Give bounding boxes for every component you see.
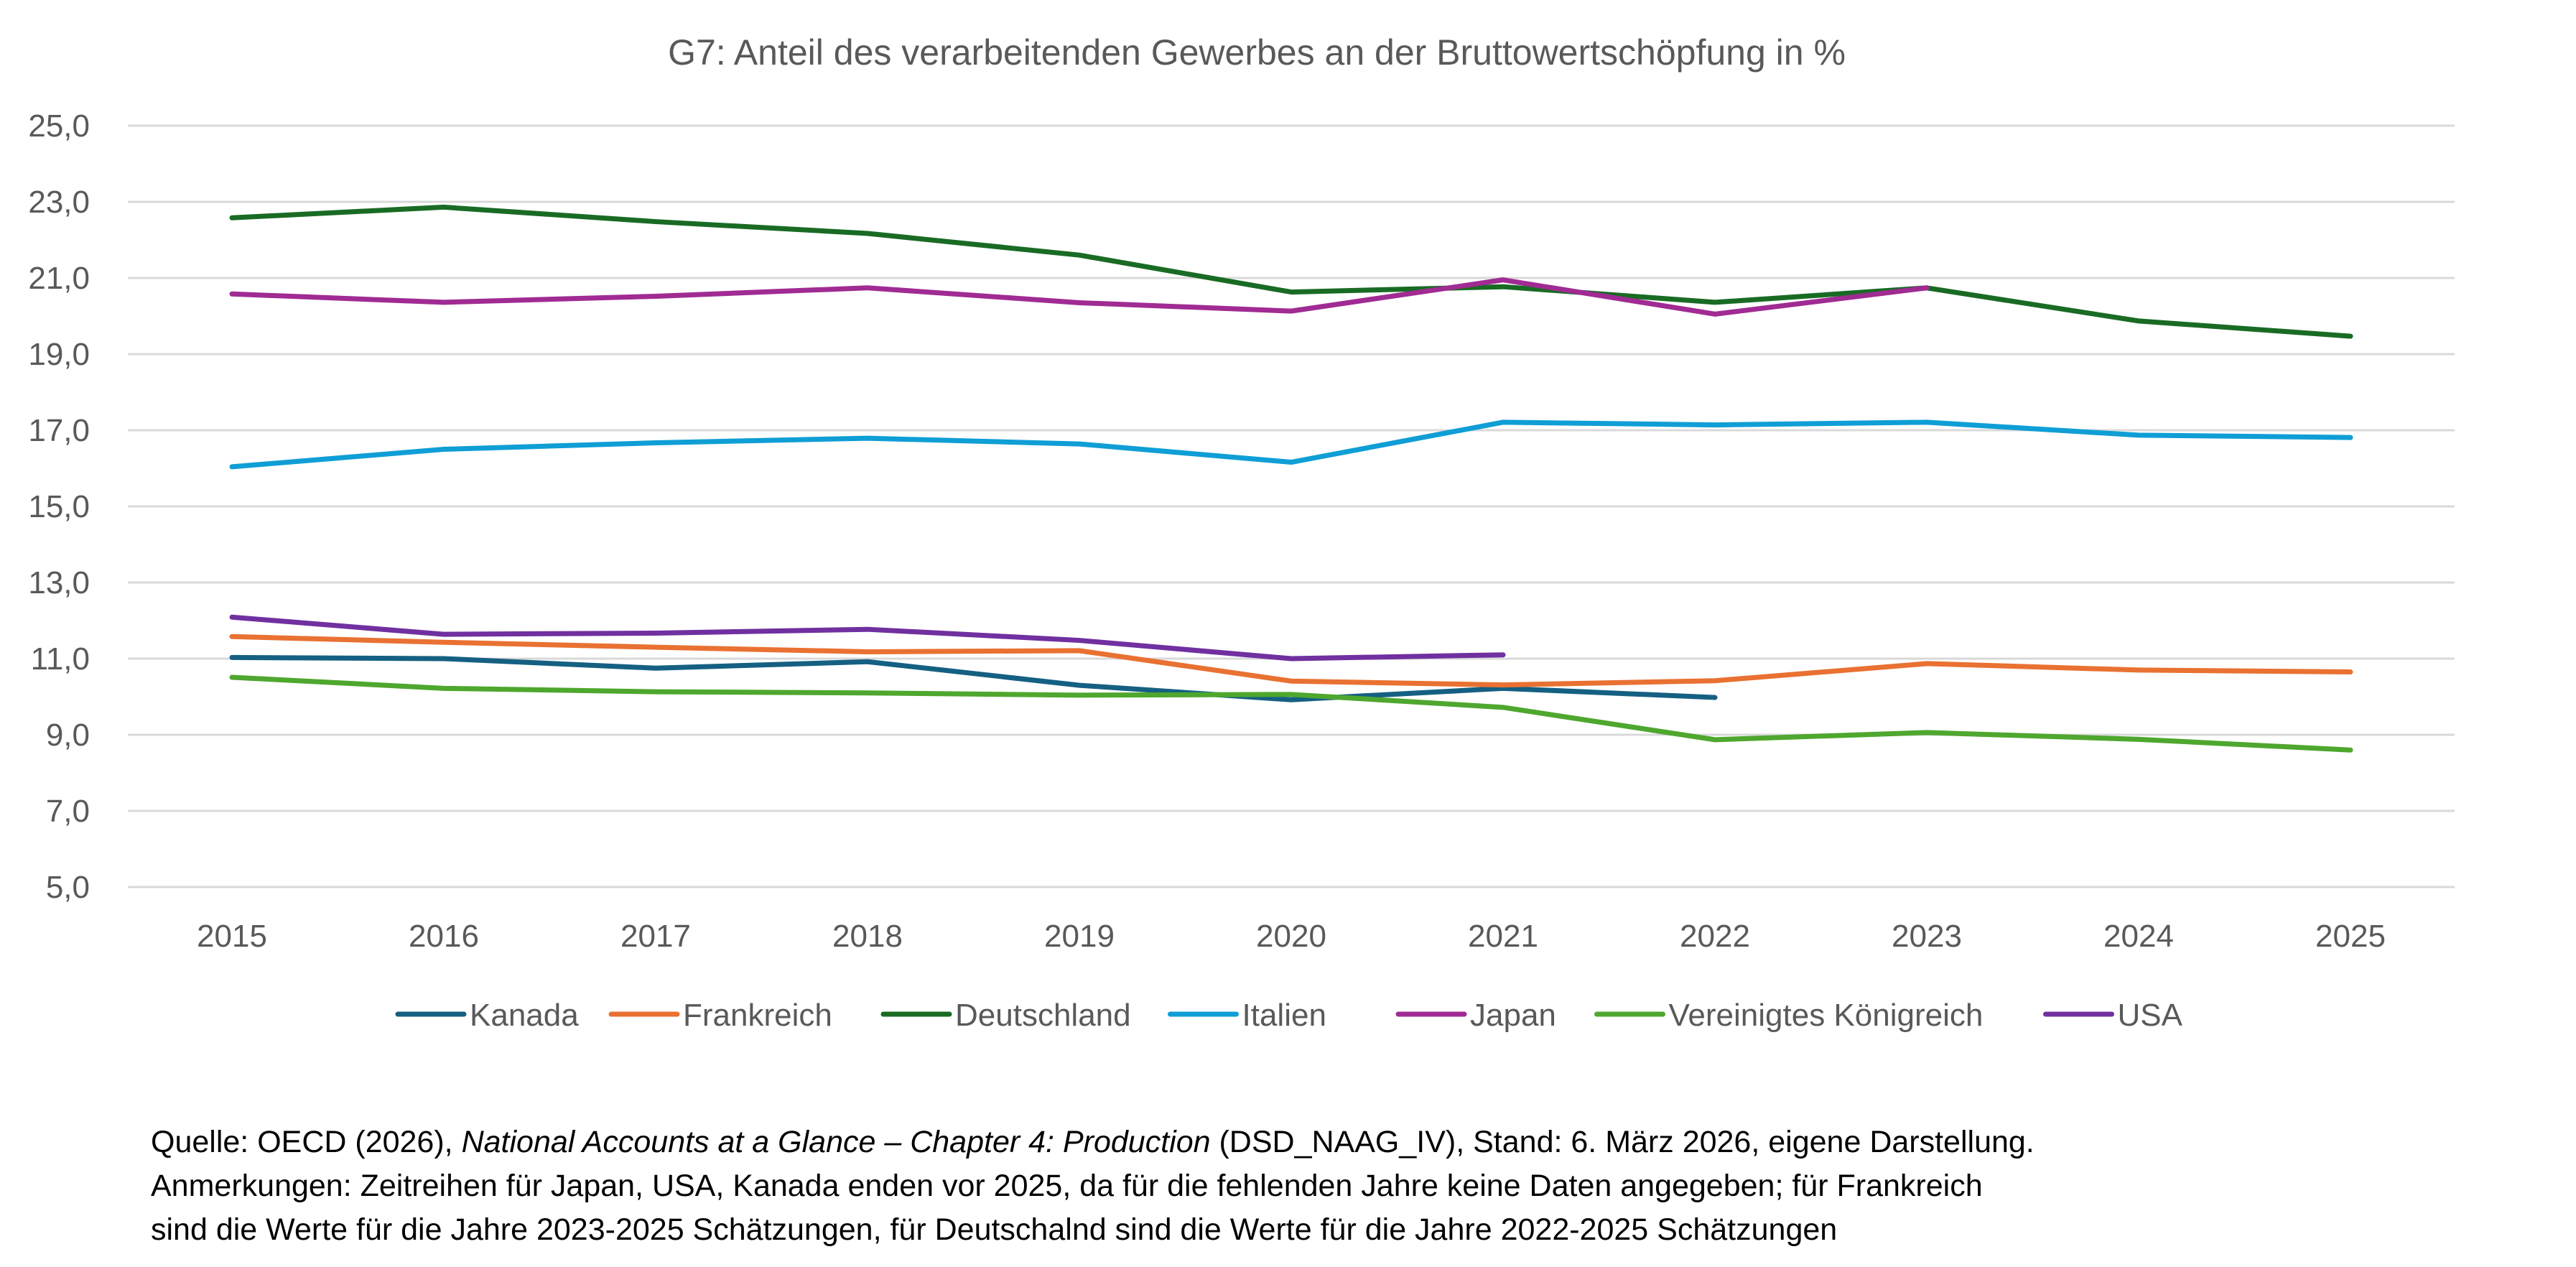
y-tick-label: 9,0 bbox=[46, 718, 90, 753]
legend-label: Vereinigtes Königreich bbox=[1669, 998, 1984, 1033]
legend-item-frankreich: Frankreich bbox=[608, 998, 832, 1033]
x-tick-label: 2015 bbox=[197, 919, 267, 954]
series-line-kanada bbox=[229, 654, 1718, 702]
source-line: Quelle: OECD (2026), National Accounts a… bbox=[151, 1120, 2521, 1164]
y-tick-label: 23,0 bbox=[28, 185, 90, 220]
legend-item-deutschland: Deutschland bbox=[880, 998, 1131, 1033]
note-line-1: Anmerkungen: Zeitreihen für Japan, USA, … bbox=[151, 1169, 1983, 1203]
legend-item-italien: Italien bbox=[1168, 998, 1326, 1033]
legend-item-vereinigtes-koenigreich: Vereinigtes Königreich bbox=[1594, 998, 1984, 1033]
x-tick-label: 2025 bbox=[2315, 919, 2386, 954]
series-line-usa bbox=[229, 614, 1506, 662]
series-line-italien bbox=[229, 419, 2353, 470]
x-axis-tick-labels: 2015 2016 2017 2018 2019 2020 2021 2022 2023 2024… bbox=[197, 919, 2386, 954]
y-tick-label: 11,0 bbox=[31, 641, 90, 677]
series-line-japan bbox=[229, 277, 1930, 317]
y-tick-label: 21,0 bbox=[28, 261, 90, 296]
x-tick-label: 2019 bbox=[1044, 919, 1115, 954]
series-line-frankreich bbox=[229, 634, 2353, 688]
y-axis-tick-labels: 5,0 7,0 9,0 11,0 13,0 15,0 17,0 19,0 21,0 23,0 25,… bbox=[28, 108, 90, 905]
series-lines bbox=[229, 204, 2353, 753]
gridlines bbox=[128, 124, 2455, 888]
x-tick-label: 2018 bbox=[832, 919, 903, 954]
y-tick-label: 5,0 bbox=[46, 870, 90, 905]
x-tick-label: 2017 bbox=[620, 919, 691, 954]
y-tick-label: 15,0 bbox=[28, 489, 90, 524]
legend-label: Deutschland bbox=[955, 998, 1131, 1033]
source-title: National Accounts at a Glance – Chapter … bbox=[461, 1125, 1211, 1159]
series-line-deutschland bbox=[229, 204, 2353, 339]
y-tick-label: 19,0 bbox=[28, 337, 90, 372]
legend: Kanada Frankreich Deutschland Italien Japan V… bbox=[395, 998, 2183, 1033]
x-tick-label: 2023 bbox=[1892, 919, 1962, 954]
footnote: Quelle: OECD (2026), National Accounts a… bbox=[151, 1120, 2521, 1252]
source-suffix: (DSD_NAAG_IV), Stand: 6. März 2026, eige… bbox=[1210, 1125, 2035, 1159]
source-prefix: Quelle: OECD (2026), bbox=[151, 1125, 462, 1159]
x-tick-label: 2024 bbox=[2103, 919, 2174, 954]
y-tick-label: 17,0 bbox=[28, 413, 90, 448]
x-tick-label: 2016 bbox=[409, 919, 479, 954]
y-tick-label: 13,0 bbox=[28, 565, 90, 600]
chart-title: G7: Anteil des verarbeitenden Gewerbes a… bbox=[668, 32, 1846, 73]
legend-item-usa: USA bbox=[2043, 998, 2183, 1033]
note-line-2: sind die Werte für die Jahre 2023-2025 S… bbox=[151, 1212, 1838, 1247]
x-tick-label: 2022 bbox=[1680, 919, 1750, 954]
legend-label: Japan bbox=[1470, 998, 1556, 1033]
x-tick-label: 2021 bbox=[1468, 919, 1538, 954]
legend-label: Kanada bbox=[470, 998, 579, 1033]
legend-label: Italien bbox=[1242, 998, 1326, 1033]
x-tick-label: 2020 bbox=[1256, 919, 1326, 954]
legend-item-japan: Japan bbox=[1395, 998, 1556, 1033]
legend-item-kanada: Kanada bbox=[395, 998, 579, 1033]
legend-label: Frankreich bbox=[683, 998, 832, 1033]
legend-label: USA bbox=[2118, 998, 2183, 1033]
series-line-vereinigtes-koenigreich bbox=[229, 674, 2353, 753]
y-tick-label: 25,0 bbox=[28, 108, 90, 144]
y-tick-label: 7,0 bbox=[46, 794, 90, 829]
